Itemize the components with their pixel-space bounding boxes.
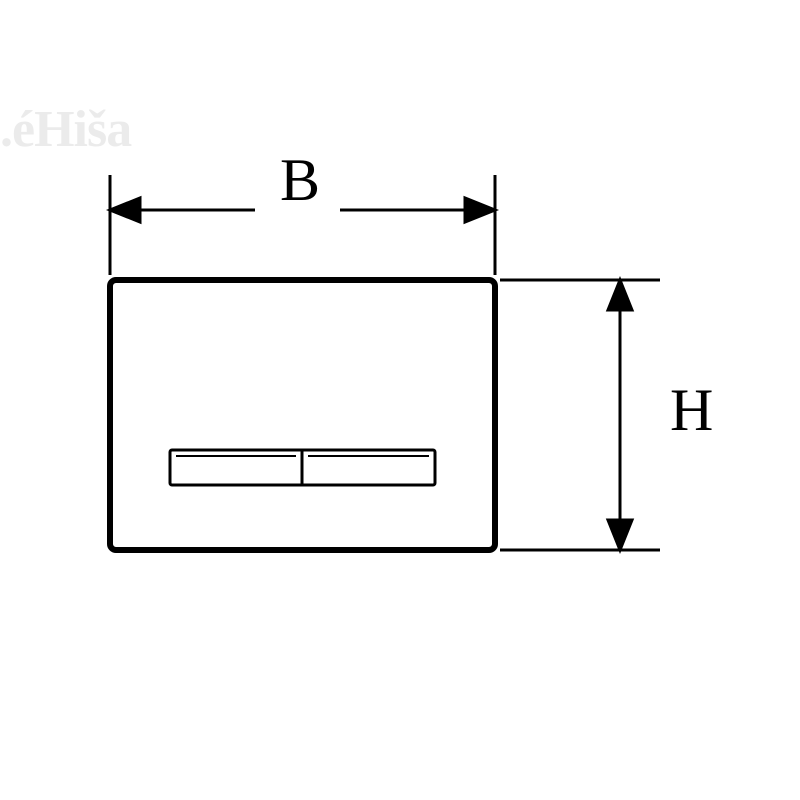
dim-label-H: H (670, 380, 713, 440)
diagram-canvas: .éHiša (0, 0, 800, 800)
dim-label-B: B (280, 150, 320, 210)
dimension-H (500, 280, 660, 550)
plate-outline (110, 280, 495, 550)
button-bar (170, 450, 435, 485)
